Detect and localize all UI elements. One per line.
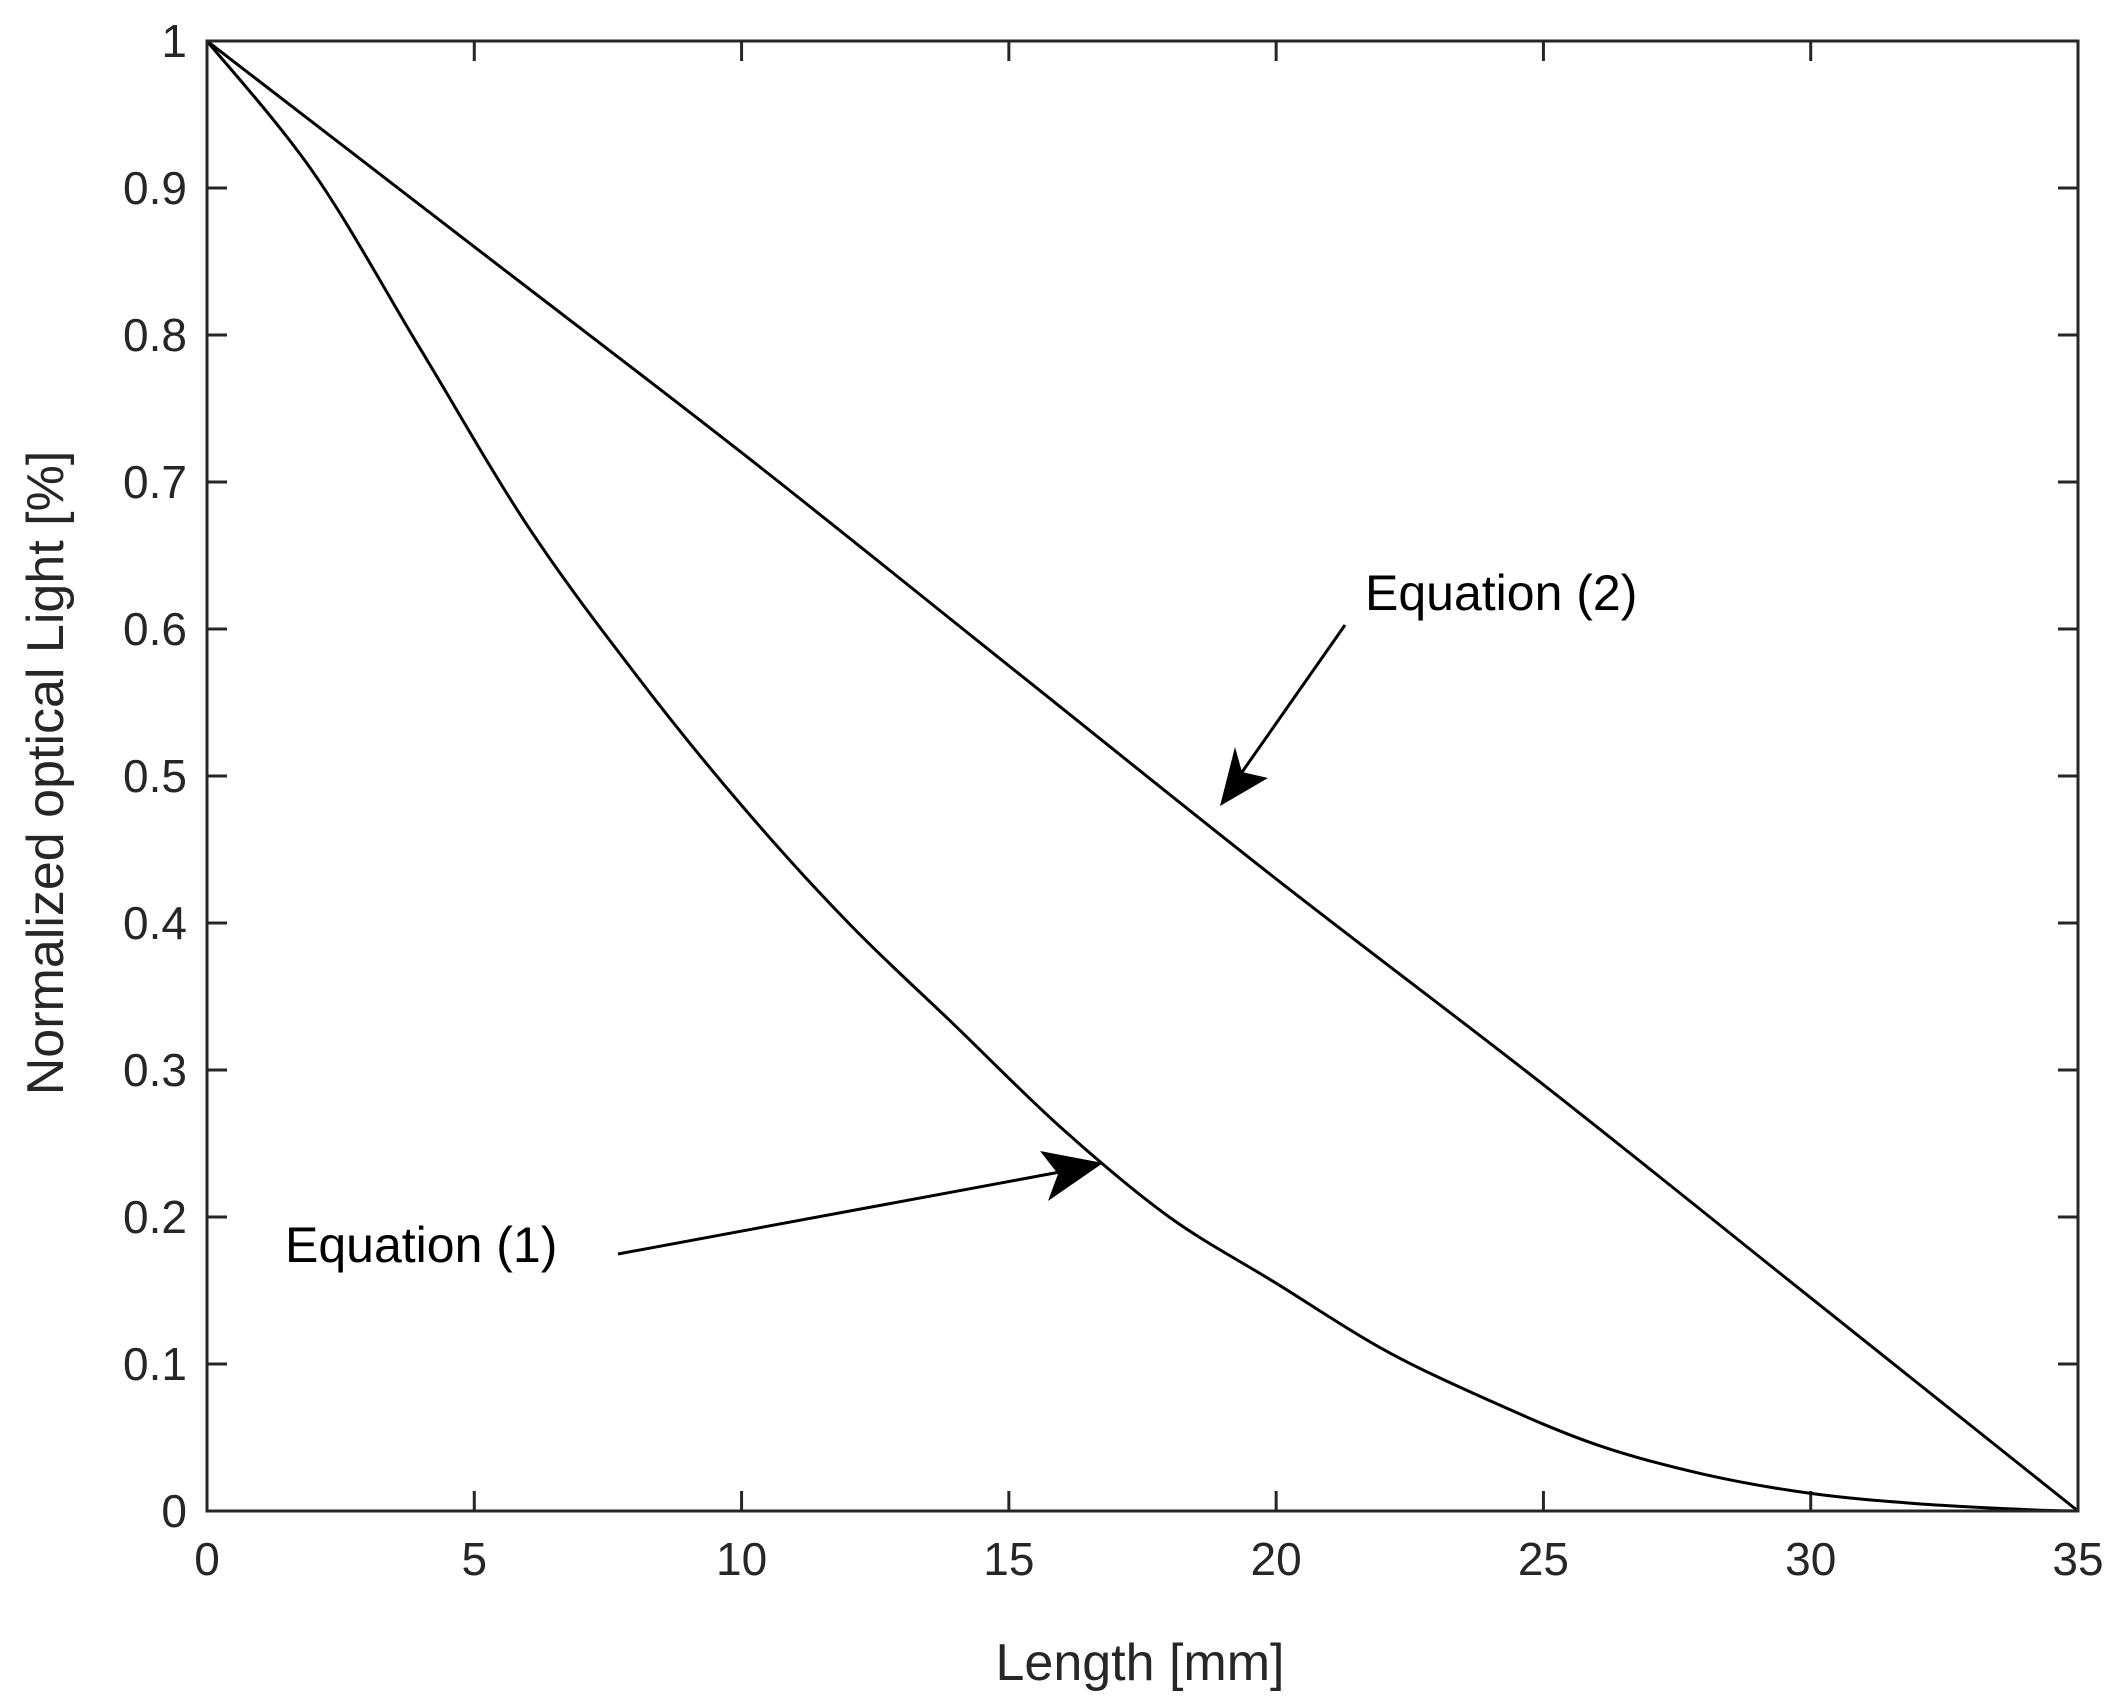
- annotation-arrow-equation-1: [617, 1170, 1061, 1256]
- annotation-equation-1: Equation (1): [285, 1151, 1103, 1273]
- annotation-arrow-equation-2: [1238, 624, 1347, 776]
- axis-ticks: [205, 39, 2080, 1513]
- y-tick-label: 0.8: [123, 309, 187, 361]
- y-tick-label: 0: [161, 1485, 187, 1537]
- x-tick-label: 15: [983, 1533, 1034, 1585]
- y-tick-label: 0.9: [123, 162, 187, 214]
- tick-labels: 0 5 10 15 20 25 30 35 0 0.1 0.2 0.3 0.4 0.5 0.6 0.7 0.8 0…: [123, 15, 2104, 1585]
- y-tick-label: 1: [161, 15, 187, 67]
- x-tick-label: 35: [2052, 1533, 2103, 1585]
- x-tick-label: 10: [716, 1533, 767, 1585]
- x-tick-label: 30: [1785, 1533, 1836, 1585]
- series-lines: [205, 39, 2079, 1513]
- annotation-label-equation-2: Equation (2): [1365, 565, 1637, 621]
- x-axis-label: Length [mm]: [995, 1634, 1284, 1692]
- y-tick-label: 0.1: [123, 1338, 187, 1390]
- y-tick-label: 0.3: [123, 1044, 187, 1096]
- arrow-head-equation-2: [1220, 747, 1268, 806]
- arrow-head-equation-1: [1040, 1151, 1103, 1201]
- y-tick-label: 0.2: [123, 1191, 187, 1243]
- annotation-equation-2: Equation (2): [1220, 565, 1637, 806]
- y-axis-label: Normalized optical Light [%]: [17, 451, 75, 1096]
- y-tick-label: 0.7: [123, 456, 187, 508]
- x-tick-label: 20: [1251, 1533, 1302, 1585]
- y-tick-label: 0.4: [123, 897, 187, 949]
- x-tick-label: 0: [194, 1533, 220, 1585]
- x-tick-label: 5: [461, 1533, 487, 1585]
- series-line-equation-1: [205, 40, 2079, 1513]
- y-tick-label: 0.6: [123, 603, 187, 655]
- annotation-label-equation-1: Equation (1): [285, 1217, 557, 1273]
- x-tick-label: 25: [1518, 1533, 1569, 1585]
- series-line-equation-2: [206, 39, 2079, 1513]
- y-tick-label: 0.5: [123, 750, 187, 802]
- plot-frame: [205, 39, 2080, 1513]
